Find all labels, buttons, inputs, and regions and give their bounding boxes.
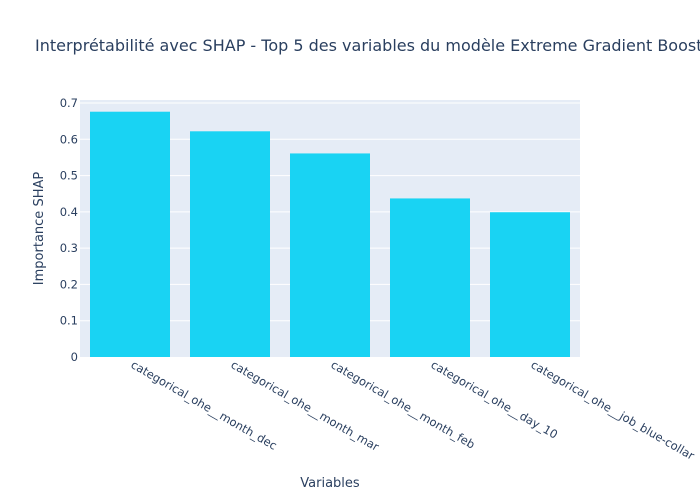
y-axis-title: Importance SHAP <box>32 172 47 286</box>
y-tick-label: 0.5 <box>60 169 78 183</box>
y-tick-label: 0.4 <box>60 205 78 219</box>
y-tick-label: 0.7 <box>60 96 78 110</box>
y-tick-label: 0.6 <box>60 132 78 146</box>
y-tick-label: 0.2 <box>60 277 78 291</box>
x-axis-title: Variables <box>300 476 360 491</box>
bar <box>490 212 570 357</box>
chart-title: Interprétabilité avec SHAP - Top 5 des v… <box>35 36 700 55</box>
bar <box>90 111 170 357</box>
y-tick-label: 0 <box>71 350 78 364</box>
y-tick-labels: 0 0.1 0.2 0.3 0.4 0.5 0.6 0.7 <box>60 96 78 364</box>
bar <box>290 153 370 357</box>
y-tick-label: 0.1 <box>60 314 78 328</box>
bar <box>390 198 470 357</box>
y-tick-label: 0.3 <box>60 241 78 255</box>
bars <box>90 111 570 357</box>
bar <box>190 131 270 357</box>
